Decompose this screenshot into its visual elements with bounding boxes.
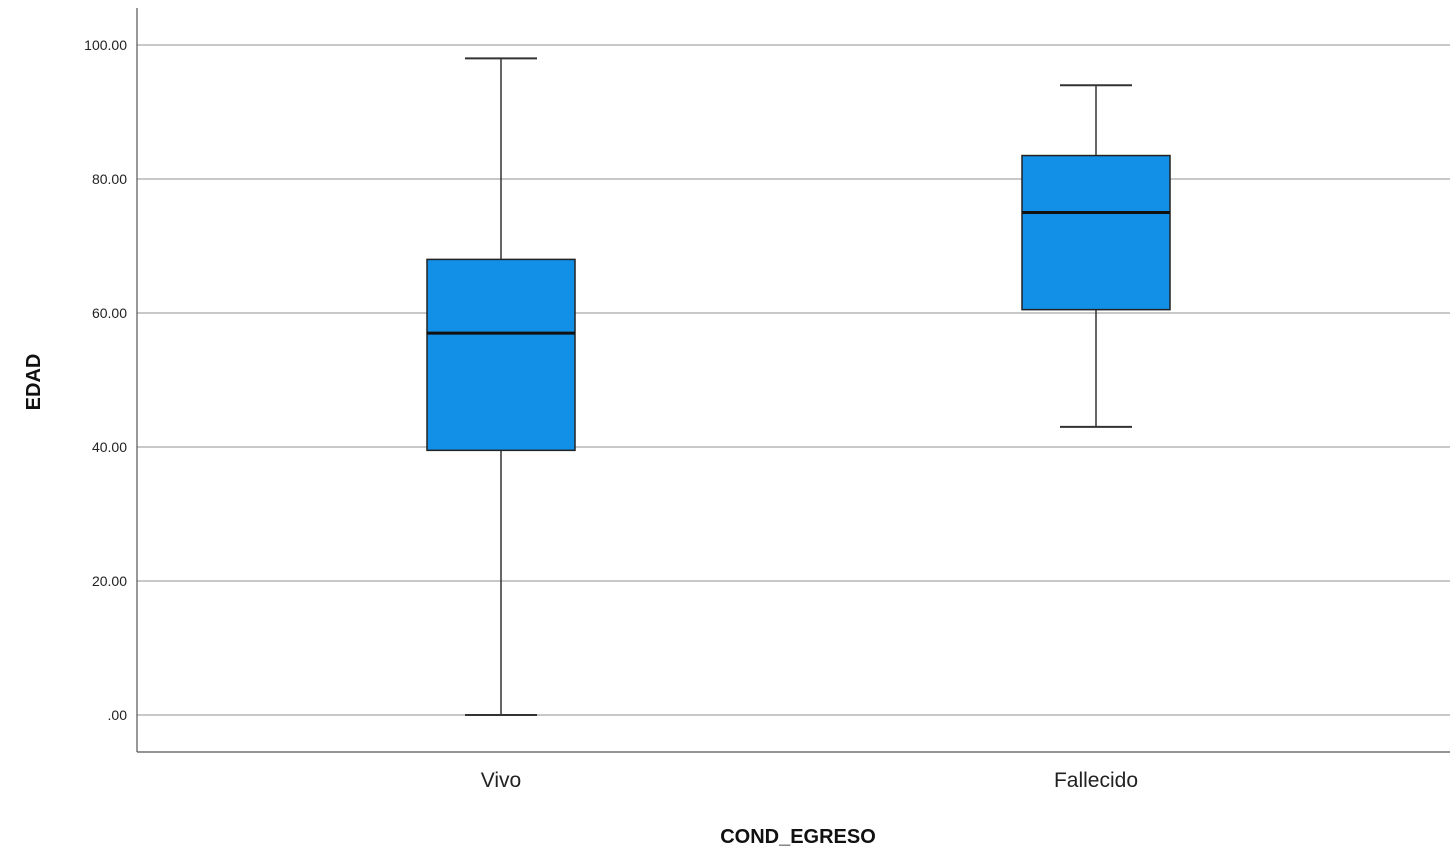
box-vivo [426, 57, 576, 716]
iqr-box [426, 258, 576, 452]
y-tick-label: 80.00 [92, 171, 127, 187]
box-fallecido [1021, 84, 1171, 428]
y-tick-labels: .00 20.00 40.00 60.00 80.00 100.00 [84, 37, 127, 723]
y-tick-label: 20.00 [92, 573, 127, 589]
y-tick-label: 40.00 [92, 439, 127, 455]
y-tick-label: 100.00 [84, 37, 127, 53]
axes [136, 8, 1450, 753]
x-tick-label: Vivo [481, 769, 521, 792]
y-tick-label: 60.00 [92, 305, 127, 321]
y-tick-label: .00 [108, 707, 128, 723]
x-tick-labels: Vivo Fallecido [481, 769, 1138, 792]
y-axis-title: EDAD [23, 354, 45, 411]
gridlines [137, 44, 1450, 716]
x-axis-title: COND_EGRESO [720, 826, 876, 848]
x-tick-label: Fallecido [1054, 769, 1138, 792]
iqr-box [1021, 154, 1171, 311]
boxes [426, 57, 1171, 716]
